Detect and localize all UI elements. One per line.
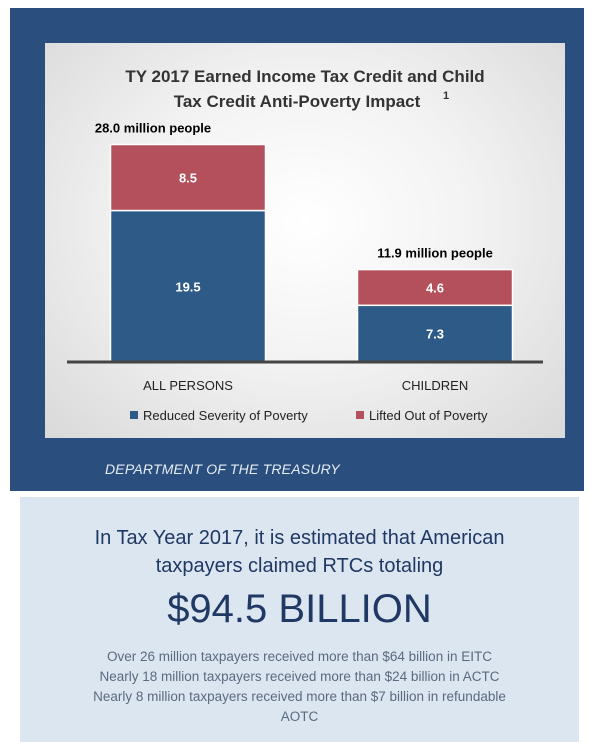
- data-label-children-reduced-severity-of-poverty: 7.3: [426, 327, 444, 342]
- legend-label-lifted: Lifted Out of Poverty: [369, 408, 488, 423]
- chart-panel: TY 2017 Earned Income Tax Credit and Chi…: [10, 8, 584, 491]
- total-amount: $94.5 BILLION: [167, 587, 432, 631]
- legend-label-reduced: Reduced Severity of Poverty: [143, 408, 308, 423]
- headline-line-2: taxpayers claimed RTCs totaling: [155, 555, 444, 577]
- data-label-all-persons-reduced-severity-of-poverty: 19.5: [175, 279, 200, 294]
- chart-title-footnote: 1: [443, 90, 449, 102]
- bar-children-lifted-out-of-poverty: [356, 268, 514, 307]
- source-label: DEPARTMENT OF THE TREASURY: [105, 461, 340, 477]
- legend-swatch-lifted: [356, 411, 364, 419]
- total-label-children: 11.9 million people: [377, 246, 493, 261]
- headline-line-1: In Tax Year 2017, it is estimated that A…: [94, 527, 505, 549]
- category-label-children: CHILDREN: [402, 378, 468, 393]
- detail-line-actc: Nearly 18 million taxpayers received mor…: [99, 669, 500, 684]
- bars: 19.5 8.5 28.0 million people 7.3 4.6 11.9 mil…: [95, 121, 514, 363]
- stacked-bar-chart: TY 2017 Earned Income Tax Credit and Chi…: [67, 67, 543, 423]
- legend-swatch-reduced: [130, 411, 138, 419]
- detail-line-aotc-cont: AOTC: [280, 709, 319, 724]
- detail-line-aotc: Nearly 8 million taxpayers received more…: [93, 689, 506, 704]
- data-label-all-persons-lifted-out-of-poverty: 8.5: [179, 171, 197, 186]
- chart-title-line-1: TY 2017 Earned Income Tax Credit and Chi…: [125, 67, 484, 86]
- category-label-all-persons: ALL PERSONS: [143, 378, 233, 393]
- chart-area: TY 2017 Earned Income Tax Credit and Chi…: [45, 43, 565, 438]
- bar-all-persons-reduced-severity-of-poverty: [109, 209, 267, 363]
- bar-all-persons-lifted-out-of-poverty: [109, 143, 267, 212]
- detail-line-eitc: Over 26 million taxpayers received more …: [107, 649, 492, 664]
- chart-title-line-2: Tax Credit Anti-Poverty Impact: [174, 92, 421, 111]
- data-label-children-lifted-out-of-poverty: 4.6: [426, 280, 444, 295]
- total-label-all-persons: 28.0 million people: [95, 121, 211, 136]
- summary-panel: In Tax Year 2017, it is estimated that A…: [20, 497, 579, 742]
